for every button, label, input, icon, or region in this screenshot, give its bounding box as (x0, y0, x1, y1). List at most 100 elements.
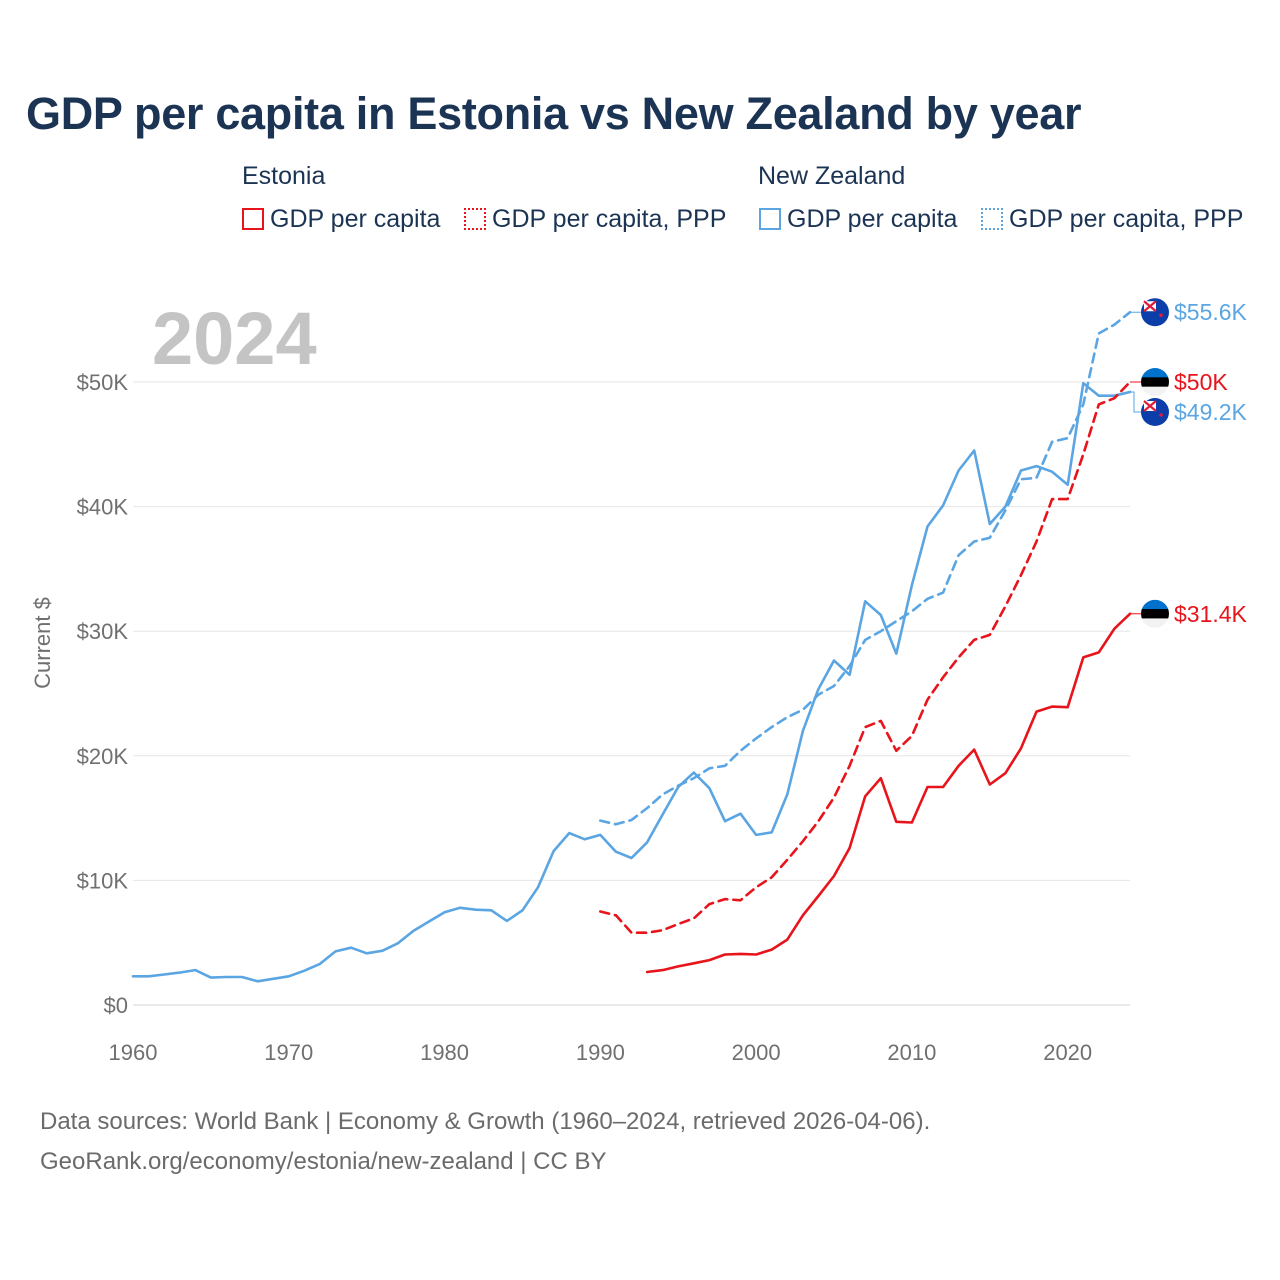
data-point (646, 841, 648, 843)
data-point (241, 976, 243, 978)
series-line-0 (131, 381, 1132, 983)
data-point (817, 694, 819, 696)
series-line-3 (598, 380, 1132, 935)
data-point (693, 777, 695, 779)
data-point (599, 819, 601, 821)
source-line-2[interactable]: GeoRank.org/economy/estonia/new-zealand … (40, 1148, 607, 1175)
legend-item-new-zealand-gdp-ppp[interactable]: GDP per capita, PPP (981, 204, 1243, 234)
data-point (755, 886, 757, 888)
data-point (786, 716, 788, 718)
data-point (210, 976, 212, 978)
legend-item-estonia-gdp[interactable]: GDP per capita (242, 204, 440, 234)
data-point (911, 735, 913, 737)
data-point (911, 584, 913, 586)
data-point (1035, 540, 1037, 542)
data-point (973, 639, 975, 641)
data-point (225, 976, 227, 978)
data-point (693, 917, 695, 919)
data-point (973, 449, 975, 451)
legend-item-estonia-gdp-ppp[interactable]: GDP per capita, PPP (464, 204, 726, 234)
data-point (693, 962, 695, 964)
data-point (677, 923, 679, 925)
new-zealand-flag-icon (1141, 298, 1169, 327)
data-point (661, 793, 663, 795)
data-point (1051, 705, 1053, 707)
data-point (771, 876, 773, 878)
data-point (1004, 509, 1006, 511)
legend-swatch-dotted-red (464, 208, 486, 230)
data-point (677, 965, 679, 967)
data-point (989, 523, 991, 525)
data-point (1004, 772, 1006, 774)
x-tick-label: 1990 (576, 1040, 625, 1065)
new-zealand-flag-icon (1141, 398, 1169, 426)
chart-title: GDP per capita in Estonia vs New Zealand… (26, 88, 1082, 139)
data-point (724, 953, 726, 955)
data-point (630, 819, 632, 821)
data-point (957, 469, 959, 471)
y-axis-label: Current $ (30, 597, 55, 689)
data-point (957, 554, 959, 556)
legend-label: GDP per capita (787, 204, 958, 233)
end-label-value: $50K (1174, 369, 1228, 395)
data-point (864, 600, 866, 602)
data-point (848, 674, 850, 676)
data-point (848, 665, 850, 667)
data-point (132, 975, 134, 977)
y-tick-label: $20K (77, 744, 129, 769)
data-point (895, 821, 897, 823)
data-point (1113, 397, 1115, 399)
data-point (163, 973, 165, 975)
data-point (365, 952, 367, 954)
data-point (942, 504, 944, 506)
data-point (771, 948, 773, 950)
data-point (739, 813, 741, 815)
end-label-connector (1130, 391, 1142, 413)
y-tick-label: $30K (77, 619, 129, 644)
data-point (911, 610, 913, 612)
x-tick-label: 2020 (1043, 1040, 1092, 1065)
data-point (864, 639, 866, 641)
legend-swatch-solid-blue (759, 208, 781, 230)
data-point (833, 796, 835, 798)
legend-item-new-zealand-gdp[interactable]: GDP per capita (759, 204, 957, 234)
data-point (552, 850, 554, 852)
data-point (1113, 628, 1115, 630)
data-point (1082, 453, 1084, 455)
x-tick-label: 1960 (109, 1040, 158, 1065)
data-point (942, 786, 944, 788)
data-point (1020, 478, 1022, 480)
data-point (989, 634, 991, 636)
year-watermark: 2024 (152, 297, 317, 380)
data-point (1098, 651, 1100, 653)
data-point (895, 750, 897, 752)
data-point (693, 771, 695, 773)
x-tick-label: 2000 (732, 1040, 781, 1065)
data-point (1051, 471, 1053, 473)
data-point (708, 787, 710, 789)
data-point (817, 895, 819, 897)
data-point (833, 659, 835, 661)
data-point (584, 838, 586, 840)
legend-label: GDP per capita, PPP (492, 204, 727, 233)
data-point (1082, 656, 1084, 658)
data-point (755, 737, 757, 739)
x-tick-label: 1970 (264, 1040, 313, 1065)
y-tick-label: $40K (77, 495, 129, 520)
data-point (615, 851, 617, 853)
legend-label: GDP per capita, PPP (1009, 204, 1244, 233)
data-point (926, 525, 928, 527)
data-point (817, 688, 819, 690)
data-point (661, 969, 663, 971)
x-tick-label: 1980 (420, 1040, 469, 1065)
data-point (802, 914, 804, 916)
data-point (739, 899, 741, 901)
x-tick-label: 2010 (887, 1040, 936, 1065)
data-point (755, 834, 757, 836)
data-point (1051, 498, 1053, 500)
data-point (957, 765, 959, 767)
data-point (973, 748, 975, 750)
data-point (724, 765, 726, 767)
data-point (786, 793, 788, 795)
